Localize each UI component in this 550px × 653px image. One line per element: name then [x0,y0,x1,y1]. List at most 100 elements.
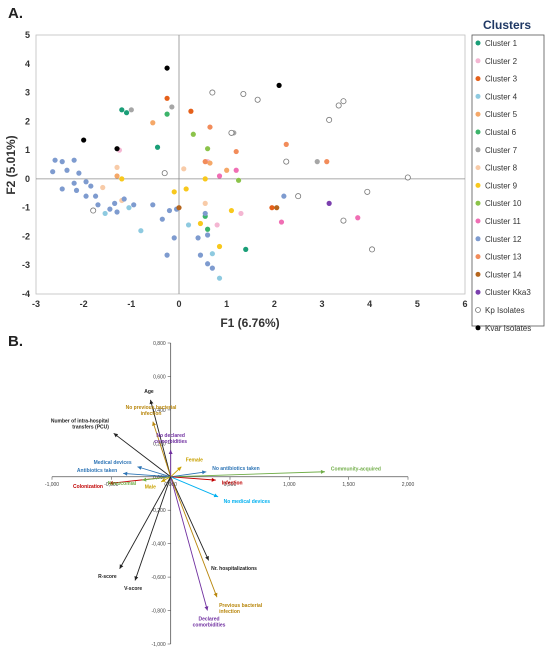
scatter-point [114,164,120,170]
scatter-point [209,265,215,271]
vector-arrowhead [161,478,166,482]
vector-arrow [170,476,210,561]
vector-x-tick-label: 1,000 [283,482,296,488]
vector-y-tick-label: 0,600 [153,374,166,380]
legend-entry: Cluster 3 [485,75,518,84]
vector-arrows: Age No previous bacterial infection Number … [51,389,381,628]
scatter-point [150,202,156,208]
legend-entry: Cluster Kka3 [485,288,531,297]
legend-marker [475,40,481,46]
scatter-point [183,186,189,192]
panel-a-label: A. [8,5,23,22]
scatter-y-tick-label: -2 [22,231,30,241]
scatter-point [243,246,249,252]
legend-entry: Cluster 14 [485,270,522,279]
vector-label: Declared comorbidities [193,616,226,628]
scatter-point [224,167,230,173]
scatter-point [340,217,347,224]
scatter-point [52,157,58,163]
vector-x-tick-label: -0,500 [104,482,118,488]
vector-label: Colonization [73,484,103,490]
vector-label: No previous bacterial infection [126,405,177,417]
scatter-x-tick-label: 1 [224,299,229,309]
vector-arrowhead [168,450,173,455]
scatter-point [202,159,208,165]
scatter-x-tick-label: 3 [319,299,324,309]
vector-x-tick-label: 0,500 [224,482,237,488]
scatter-point [59,159,65,165]
scatter-point [164,95,170,101]
scatter-point [76,170,82,176]
scatter-point [131,202,137,208]
scatter-point [107,206,113,212]
legend-marker [475,200,481,206]
scatter-point [59,186,65,192]
scatter-point [209,89,216,96]
scatter-point [176,205,182,211]
legend-entry: Kvar Isolates [485,324,531,333]
scatter-point [95,202,101,208]
scatter-point [281,193,287,199]
legend-entry: Cluster 5 [485,110,518,119]
vector-label: Female [186,458,203,464]
scatter-point [119,176,125,182]
legend-entry: Cluster 2 [485,57,518,66]
scatter-zero-lines [36,35,465,294]
scatter-point [283,141,289,147]
vector-label: Medical devices [94,460,132,466]
scatter-point [314,159,320,165]
scatter-point [228,129,235,136]
scatter-point [205,261,211,267]
scatter-point [214,222,220,228]
legend-entry: Cluster 11 [485,217,521,226]
vector-arrowhead [177,466,182,471]
vector-arrow [170,476,216,481]
legend-marker [475,289,481,295]
scatter-point [295,193,302,200]
scatter-point [276,82,282,88]
vector-x-tick-label: -1,000 [45,482,59,488]
scatter-point [369,246,376,253]
scatter-point [269,205,275,211]
scatter-point [216,173,223,179]
legend-marker [475,182,481,188]
scatter-point [164,252,170,258]
scatter-point [240,90,247,97]
scatter-point [235,177,242,183]
scatter-point [197,252,204,258]
vector-label: No antibiotics taken [212,466,260,472]
scatter-point [188,108,194,114]
legend-entry: Cluster 7 [485,146,518,155]
vector-plot: -1,000 -0,500 0,000 0,500 1,000 1,500 2,000 0,… [45,341,415,648]
scatter-x-tick-label: 4 [367,299,372,309]
scatter-point [364,188,371,195]
vector-label: Nr. hospitalizations [211,566,257,572]
scatter-point [202,200,208,206]
vector-arrowhead [108,481,114,486]
legend-marker [475,93,481,99]
legend-box [471,34,545,327]
scatter-y-tick-label: 0 [25,174,30,184]
vector-label: Age [144,389,154,395]
vector-label: Infection [222,481,243,487]
scatter-x-tick-label: -2 [80,299,88,309]
scatter-point [92,193,99,199]
scatter-point [254,96,261,103]
scatter-point [207,160,213,166]
scatter-point [233,167,239,173]
vector-x-ticks: -1,000 -0,500 0,000 0,500 1,000 1,500 2,000 [45,476,414,488]
scatter-point [283,158,290,165]
scatter-y-tick-label: 1 [25,145,30,155]
vector-y-tick-label: 0,200 [153,441,166,447]
scatter-y-tick-label: 4 [25,59,30,69]
scatter-point [71,157,77,163]
scatter-point [216,243,223,250]
scatter-point [138,228,144,234]
vector-y-tick-label: -1,000 [151,642,165,648]
vector-y-tick-label: -0,600 [151,575,165,581]
legend-entry: Cluster 8 [485,164,518,173]
vector-arrowhead [205,555,209,561]
vector-arrowhead [213,592,218,598]
